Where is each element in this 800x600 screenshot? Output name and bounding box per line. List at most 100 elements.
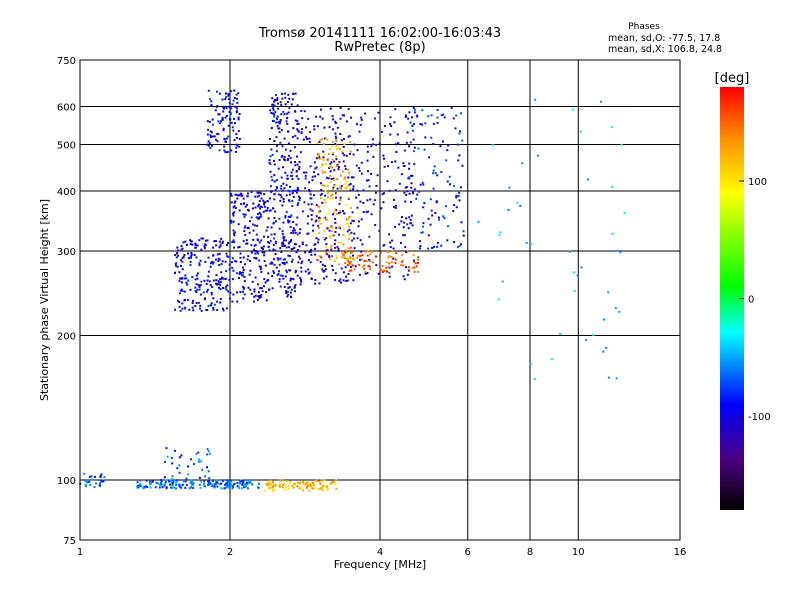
- echo-point: [338, 233, 341, 236]
- echo-point: [358, 130, 361, 133]
- echo-point: [93, 486, 96, 489]
- y-tick-label: 100: [57, 476, 76, 487]
- echo-point: [233, 139, 236, 142]
- echo-point: [217, 281, 220, 284]
- echo-point: [391, 239, 394, 242]
- echo-point: [229, 117, 232, 120]
- echo-point: [357, 254, 360, 257]
- echo-point: [424, 136, 427, 139]
- echo-point: [339, 209, 342, 212]
- echo-point: [234, 193, 237, 196]
- echo-point: [455, 196, 458, 199]
- echo-point: [417, 256, 420, 259]
- echo-point: [434, 212, 437, 215]
- echo-point: [222, 110, 225, 113]
- echo-point: [378, 229, 381, 232]
- echo-point: [405, 217, 408, 220]
- echo-point: [412, 106, 415, 109]
- echo-point: [196, 244, 199, 247]
- echo-point: [433, 245, 436, 248]
- echo-point: [218, 92, 221, 95]
- echo-point: [290, 260, 293, 263]
- echo-point: [171, 475, 174, 478]
- echo-point: [194, 242, 197, 245]
- echo-point: [236, 291, 239, 294]
- echo-point: [279, 194, 282, 197]
- echo-point: [317, 205, 320, 208]
- echo-point: [387, 256, 390, 259]
- echo-point: [239, 290, 242, 293]
- echo-point: [322, 485, 325, 488]
- echo-point: [394, 143, 397, 146]
- echo-point: [295, 191, 298, 194]
- echo-point: [285, 271, 288, 274]
- echo-point: [183, 290, 186, 293]
- echo-point: [286, 112, 289, 115]
- echo-point: [228, 268, 231, 271]
- echo-point: [322, 150, 325, 153]
- echo-point: [100, 480, 103, 483]
- echo-point: [353, 268, 356, 271]
- echo-point: [271, 274, 274, 277]
- echo-point: [339, 133, 342, 136]
- echo-point: [412, 129, 415, 132]
- echo-point: [224, 150, 227, 153]
- echo-point: [246, 258, 249, 261]
- echo-point: [300, 266, 303, 269]
- echo-point: [208, 477, 211, 480]
- echo-point: [206, 239, 209, 242]
- echo-point: [257, 203, 260, 206]
- echo-point: [205, 282, 208, 285]
- echo-point: [225, 114, 228, 117]
- echo-point: [254, 276, 257, 279]
- echo-point: [192, 463, 195, 466]
- echo-point: [236, 272, 239, 275]
- echo-point: [212, 261, 215, 264]
- echo-point: [249, 481, 252, 484]
- x-tick-label: 1: [77, 547, 83, 558]
- echo-point: [227, 256, 230, 259]
- echo-point: [285, 210, 288, 213]
- echo-point: [239, 256, 242, 259]
- echo-point: [325, 275, 328, 278]
- echo-point: [287, 111, 290, 114]
- echo-point: [286, 122, 289, 125]
- echo-point: [286, 100, 289, 103]
- echo-point: [233, 96, 236, 99]
- echo-point: [139, 482, 142, 485]
- echo-point: [205, 308, 208, 311]
- echo-point: [416, 193, 419, 196]
- echo-point: [285, 120, 288, 123]
- echo-point: [406, 190, 409, 193]
- echo-point: [241, 271, 244, 274]
- echo-point: [291, 190, 294, 193]
- echo-point: [301, 487, 304, 490]
- echo-point: [158, 486, 161, 489]
- echo-point: [200, 293, 203, 296]
- echo-point: [252, 238, 255, 241]
- echo-point: [394, 204, 397, 207]
- echo-point: [281, 145, 284, 148]
- echo-point: [319, 210, 322, 213]
- echo-point: [221, 480, 224, 483]
- echo-point: [298, 199, 301, 202]
- echo-point: [199, 486, 202, 489]
- echo-point: [446, 239, 449, 242]
- echo-point: [282, 198, 285, 201]
- echo-point: [207, 484, 210, 487]
- echo-point: [214, 258, 217, 261]
- echo-point: [157, 482, 160, 485]
- echo-point: [187, 257, 190, 260]
- echo-point: [335, 144, 338, 147]
- echo-point: [289, 149, 292, 152]
- echo-point: [343, 143, 346, 146]
- echo-point: [251, 483, 254, 486]
- echo-point: [211, 135, 214, 138]
- x-tick-label: 10: [572, 547, 585, 558]
- echo-point: [219, 120, 222, 123]
- echo-point: [212, 308, 215, 311]
- echo-point: [225, 96, 228, 99]
- echo-point: [265, 299, 268, 302]
- echo-point: [363, 267, 366, 270]
- echo-point: [431, 247, 434, 250]
